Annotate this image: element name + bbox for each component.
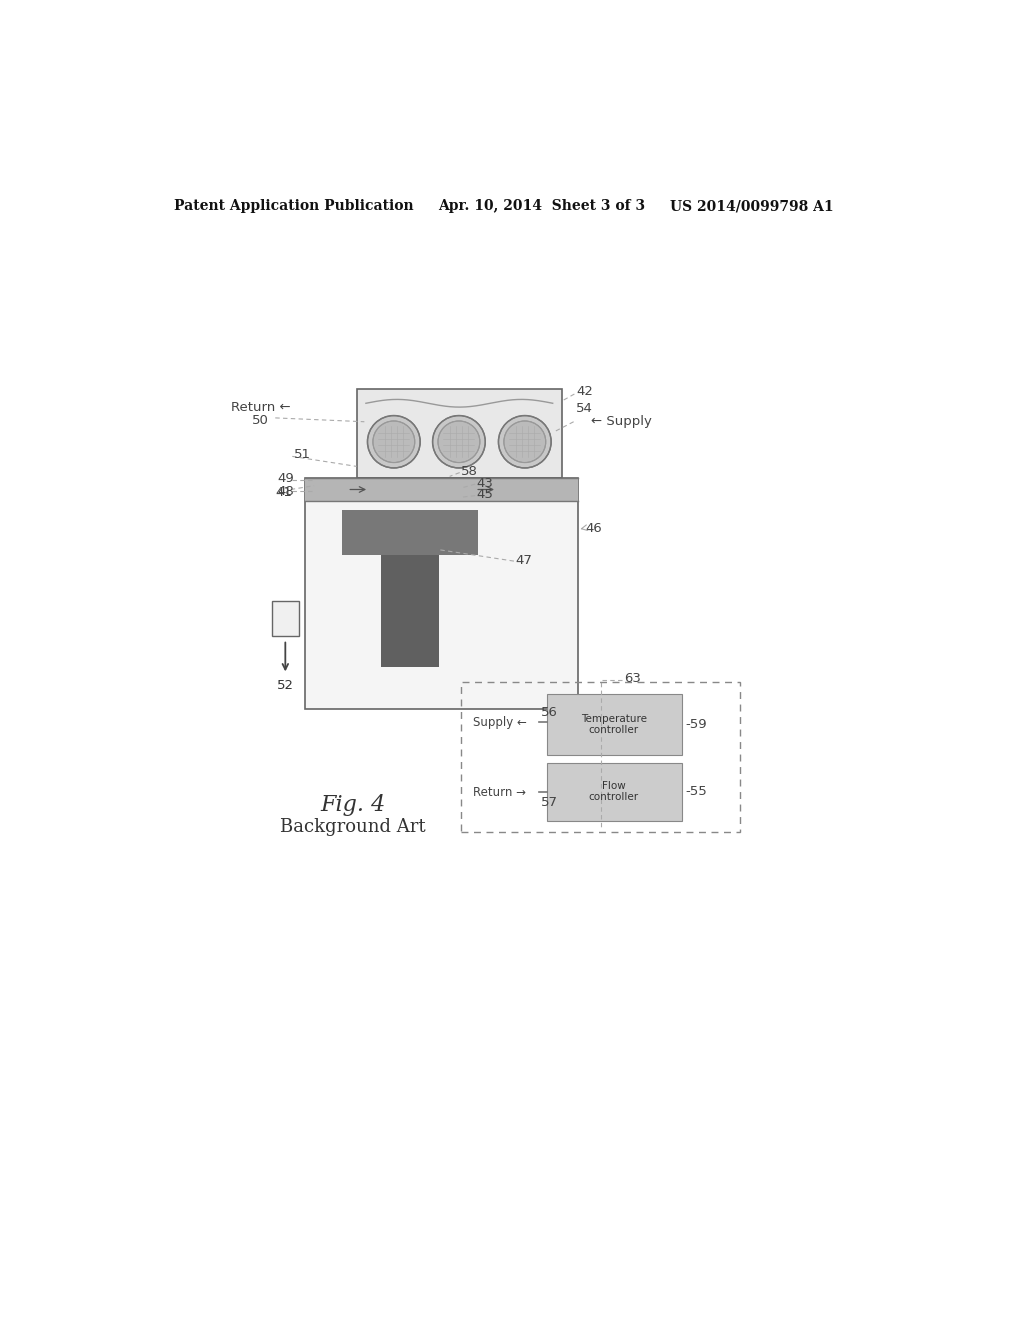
Text: 63: 63 xyxy=(624,672,641,685)
Bar xyxy=(547,693,682,755)
Text: Return ←: Return ← xyxy=(231,400,291,413)
Bar xyxy=(461,682,740,832)
Text: Apr. 10, 2014  Sheet 3 of 3: Apr. 10, 2014 Sheet 3 of 3 xyxy=(438,199,645,213)
Text: 46: 46 xyxy=(586,521,602,535)
Text: 54: 54 xyxy=(575,403,593,416)
Bar xyxy=(342,511,477,554)
Text: 57: 57 xyxy=(541,796,558,809)
Text: 43: 43 xyxy=(477,477,494,490)
Text: 56: 56 xyxy=(541,706,558,719)
Text: Supply ←: Supply ← xyxy=(473,715,526,729)
Circle shape xyxy=(499,416,551,469)
Circle shape xyxy=(373,421,415,462)
Text: -55: -55 xyxy=(685,785,707,797)
Bar xyxy=(305,478,578,709)
Text: Background Art: Background Art xyxy=(280,818,426,836)
Text: 58: 58 xyxy=(461,465,478,478)
Bar xyxy=(272,601,299,636)
Text: 51: 51 xyxy=(294,449,311,462)
Text: 52: 52 xyxy=(276,680,294,693)
Text: ← Supply: ← Supply xyxy=(592,416,652,428)
Text: US 2014/0099798 A1: US 2014/0099798 A1 xyxy=(671,199,835,213)
Circle shape xyxy=(504,421,546,462)
Bar xyxy=(547,763,682,821)
Text: 50: 50 xyxy=(252,413,269,426)
Bar xyxy=(381,554,438,667)
Text: 45: 45 xyxy=(477,488,494,502)
Bar xyxy=(305,478,578,502)
Text: 49: 49 xyxy=(278,473,294,486)
Text: 41: 41 xyxy=(275,486,292,499)
Bar xyxy=(356,389,562,478)
Circle shape xyxy=(438,421,480,462)
Text: Return →: Return → xyxy=(473,785,526,799)
Circle shape xyxy=(432,416,485,469)
Text: 42: 42 xyxy=(575,385,593,399)
Text: 47: 47 xyxy=(515,554,532,566)
Text: Patent Application Publication: Patent Application Publication xyxy=(174,199,414,213)
Text: Flow
controller: Flow controller xyxy=(589,780,639,803)
Text: -59: -59 xyxy=(685,718,707,731)
Text: Fig. 4: Fig. 4 xyxy=(321,795,385,816)
Text: Temperature
controller: Temperature controller xyxy=(581,714,647,735)
Circle shape xyxy=(368,416,420,469)
Text: 48: 48 xyxy=(278,484,294,498)
